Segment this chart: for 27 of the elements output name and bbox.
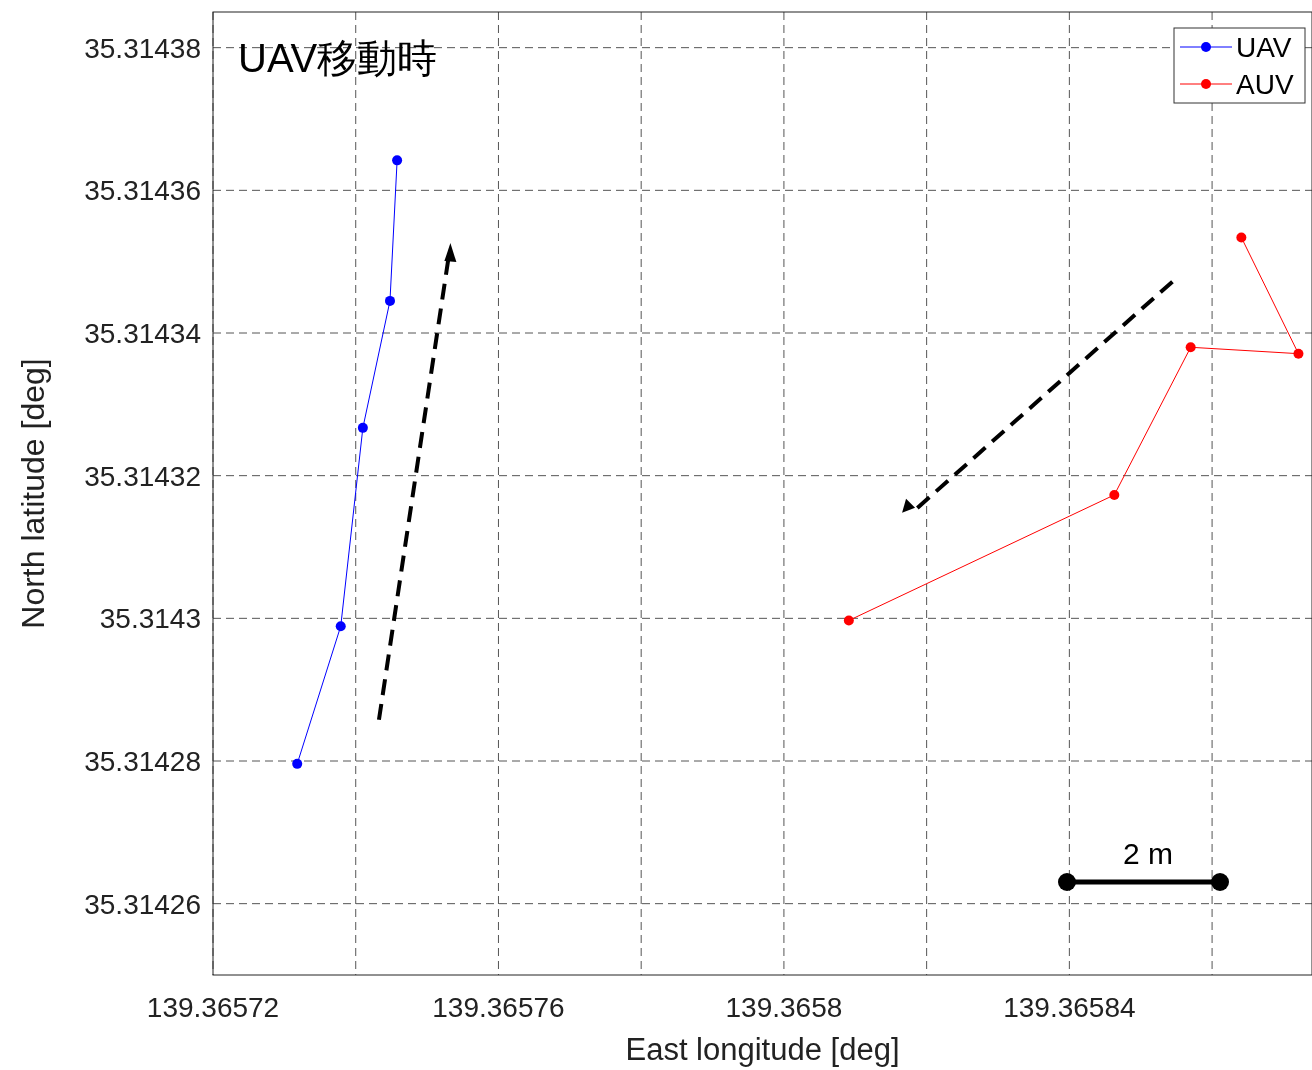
point — [1293, 348, 1304, 359]
legend-label: UAV — [1236, 32, 1292, 63]
y-tick-label: 35.31438 — [84, 32, 201, 64]
y-axis-title: North latitude [deg] — [15, 358, 51, 629]
point — [1236, 232, 1247, 243]
point — [292, 758, 303, 769]
point — [392, 155, 403, 166]
x-axis-title: East longitude [deg] — [625, 1032, 900, 1067]
point — [843, 615, 854, 626]
x-tick-label: 139.36572 — [146, 992, 280, 1023]
point — [384, 295, 395, 306]
legend-label: AUV — [1236, 69, 1294, 100]
y-tick-label: 35.3143 — [99, 603, 201, 635]
point — [1109, 489, 1120, 500]
x-tick-label: 139.3658 — [725, 992, 843, 1023]
y-tick-label: 35.31434 — [84, 318, 201, 349]
point — [335, 621, 346, 632]
x-tick-label: 139.36576 — [432, 992, 565, 1023]
y-tick-label: 35.31428 — [84, 746, 201, 777]
y-tick-label: 35.31432 — [84, 460, 201, 492]
point — [357, 422, 368, 433]
y-tick-label: 35.31426 — [84, 888, 201, 920]
x-tick-label: 139.36584 — [1003, 992, 1136, 1023]
annotation: 2 m — [1122, 837, 1174, 870]
text: UAV移動時 — [238, 36, 438, 80]
point — [1185, 342, 1196, 353]
y-tick-label: 35.31436 — [84, 175, 201, 207]
